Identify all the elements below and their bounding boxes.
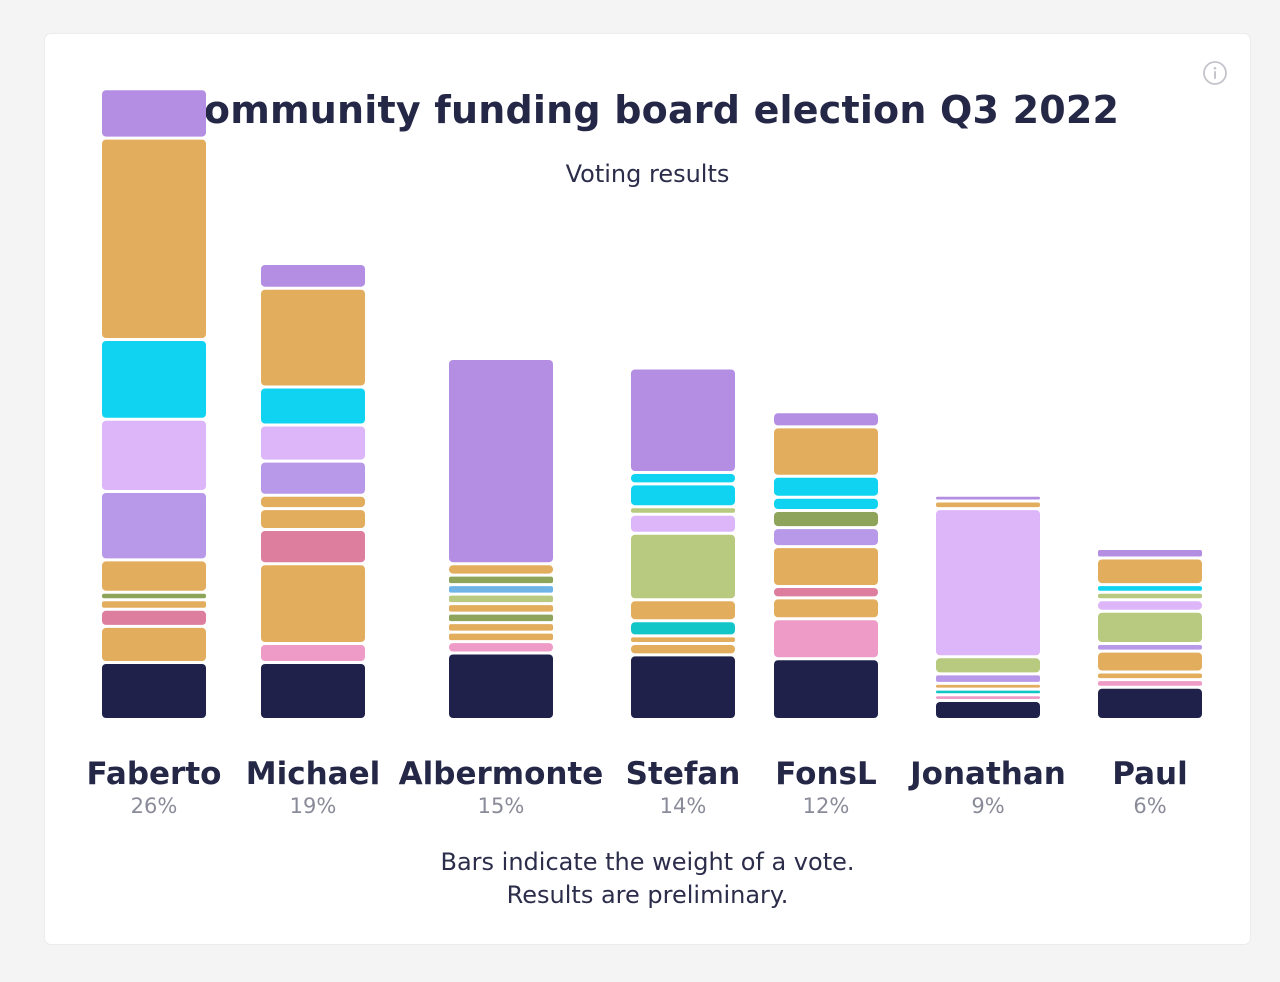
bar-segment-michael-11[interactable]: [261, 265, 365, 287]
bar-segment-faberto-9[interactable]: [102, 341, 206, 418]
category-label-michael: Michael: [246, 756, 381, 792]
category-label-albermonte: Albermonte: [399, 756, 604, 792]
bar-segment-faberto-10[interactable]: [102, 139, 206, 338]
bar-segment-jonathan-4[interactable]: [936, 684, 1040, 688]
bar-segment-faberto-2[interactable]: [102, 627, 206, 661]
bar-segment-stefan-4[interactable]: [631, 622, 735, 635]
bar-segment-faberto-11[interactable]: [102, 90, 206, 137]
bar-segment-fonsl-10[interactable]: [774, 428, 878, 475]
bar-segment-albermonte-8[interactable]: [449, 586, 553, 593]
bar-segment-michael-6[interactable]: [261, 496, 365, 508]
bar-segment-faberto-3[interactable]: [102, 610, 206, 625]
value-label-paul: 6%: [1133, 794, 1166, 818]
bar-segment-michael-8[interactable]: [261, 426, 365, 460]
bar-segment-paul-9[interactable]: [1098, 586, 1202, 591]
results-card: Community funding board election Q3 2022…: [45, 34, 1250, 944]
bar-segment-paul-2[interactable]: [1098, 681, 1202, 686]
bar-segment-stefan-7[interactable]: [631, 515, 735, 532]
bar-segment-jonathan-5[interactable]: [936, 675, 1040, 682]
bar-segment-paul-11[interactable]: [1098, 550, 1202, 557]
stacked-bar-chart: Faberto26%Michael19%Albermonte15%Stefan1…: [87, 90, 1202, 818]
footnote-line-2: Results are preliminary.: [506, 881, 789, 909]
bar-segment-fonsl-9[interactable]: [774, 477, 878, 496]
bar-segment-albermonte-6[interactable]: [449, 605, 553, 612]
bar-segment-faberto-1[interactable]: [102, 664, 206, 718]
bar-segment-albermonte-5[interactable]: [449, 614, 553, 622]
value-label-albermonte: 15%: [478, 794, 525, 818]
bar-segment-stefan-2[interactable]: [631, 645, 735, 654]
bar-segment-albermonte-3[interactable]: [449, 633, 553, 641]
bar-segment-jonathan-6[interactable]: [936, 658, 1040, 673]
info-icon[interactable]: [1203, 61, 1227, 85]
bar-segment-fonsl-5[interactable]: [774, 548, 878, 585]
bar-segment-stefan-8[interactable]: [631, 508, 735, 513]
bar-segment-albermonte-2[interactable]: [449, 643, 553, 652]
bar-segment-fonsl-1[interactable]: [774, 660, 878, 718]
bar-segment-paul-5[interactable]: [1098, 645, 1202, 650]
bar-segment-fonsl-8[interactable]: [774, 498, 878, 509]
bar-segment-albermonte-1[interactable]: [449, 654, 553, 719]
bar-segment-fonsl-4[interactable]: [774, 588, 878, 597]
bar-segment-michael-9[interactable]: [261, 388, 365, 424]
category-label-fonsl: FonsL: [775, 756, 877, 792]
bar-segment-paul-8[interactable]: [1098, 593, 1202, 599]
bar-segment-jonathan-7[interactable]: [936, 510, 1040, 656]
bar-segment-michael-2[interactable]: [261, 645, 365, 661]
category-label-stefan: Stefan: [626, 756, 741, 792]
bar-segment-jonathan-3[interactable]: [936, 690, 1040, 694]
bar-segment-albermonte-7[interactable]: [449, 595, 553, 603]
bar-segment-paul-6[interactable]: [1098, 612, 1202, 642]
bar-segment-stefan-9[interactable]: [631, 485, 735, 506]
bar-segment-faberto-6[interactable]: [102, 561, 206, 591]
bar-segment-fonsl-11[interactable]: [774, 413, 878, 426]
bar-segment-jonathan-2[interactable]: [936, 696, 1040, 699]
bar-segment-michael-5[interactable]: [261, 510, 365, 528]
bar-segment-albermonte-11[interactable]: [449, 360, 553, 563]
bar-segment-stefan-11[interactable]: [631, 369, 735, 472]
bar-segment-faberto-5[interactable]: [102, 593, 206, 599]
bar-segment-michael-1[interactable]: [261, 664, 365, 718]
value-label-stefan: 14%: [660, 794, 707, 818]
bar-segment-fonsl-7[interactable]: [774, 512, 878, 527]
value-label-faberto: 26%: [131, 794, 178, 818]
value-label-fonsl: 12%: [803, 794, 850, 818]
bar-segment-michael-7[interactable]: [261, 462, 365, 494]
bar-segment-michael-4[interactable]: [261, 531, 365, 563]
bar-segment-paul-10[interactable]: [1098, 559, 1202, 584]
category-label-faberto: Faberto: [87, 756, 222, 792]
footnote: Bars indicate the weight of a vote. Resu…: [45, 846, 1250, 912]
bar-segment-michael-10[interactable]: [261, 289, 365, 386]
bar-segment-stefan-1[interactable]: [631, 656, 735, 718]
chart-subtitle: Voting results: [565, 160, 730, 188]
bar-segment-stefan-5[interactable]: [631, 601, 735, 620]
bar-segment-fonsl-3[interactable]: [774, 599, 878, 618]
bar-segment-paul-7[interactable]: [1098, 601, 1202, 610]
category-label-paul: Paul: [1112, 756, 1188, 792]
value-label-michael: 19%: [290, 794, 337, 818]
bar-segment-albermonte-9[interactable]: [449, 576, 553, 584]
bar-segment-fonsl-6[interactable]: [774, 529, 878, 546]
category-label-jonathan: Jonathan: [908, 756, 1066, 792]
footnote-line-1: Bars indicate the weight of a vote.: [440, 848, 855, 876]
bar-segment-faberto-7[interactable]: [102, 493, 206, 559]
bar-segment-jonathan-8[interactable]: [936, 502, 1040, 508]
bar-segment-paul-3[interactable]: [1098, 673, 1202, 679]
bar-segment-paul-4[interactable]: [1098, 652, 1202, 671]
bar-segment-jonathan-1[interactable]: [936, 702, 1040, 718]
value-label-jonathan: 9%: [971, 794, 1004, 818]
bar-segment-stefan-6[interactable]: [631, 534, 735, 599]
bar-segment-stefan-3[interactable]: [631, 637, 735, 642]
bar-segment-paul-1[interactable]: [1098, 688, 1202, 718]
bar-segment-jonathan-9[interactable]: [936, 496, 1040, 500]
bar-segment-stefan-10[interactable]: [631, 474, 735, 483]
bar-segment-faberto-4[interactable]: [102, 601, 206, 608]
bar-segment-albermonte-4[interactable]: [449, 624, 553, 631]
bar-segment-fonsl-2[interactable]: [774, 620, 878, 658]
bar-segment-faberto-8[interactable]: [102, 420, 206, 490]
bar-segment-albermonte-10[interactable]: [449, 565, 553, 574]
chart-title: Community funding board election Q3 2022: [175, 88, 1120, 132]
bar-segment-michael-3[interactable]: [261, 565, 365, 642]
